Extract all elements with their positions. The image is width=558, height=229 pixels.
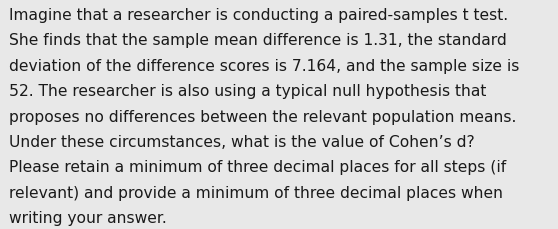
Text: Imagine that a researcher is conducting a paired-samples t test.: Imagine that a researcher is conducting …	[8, 8, 508, 23]
Text: Please retain a minimum of three decimal places for all steps (if: Please retain a minimum of three decimal…	[8, 160, 506, 175]
Text: She finds that the sample mean difference is 1.31, the standard: She finds that the sample mean differenc…	[8, 33, 506, 48]
Text: deviation of the difference scores is 7.164, and the sample size is: deviation of the difference scores is 7.…	[8, 59, 519, 74]
Text: Under these circumstances, what is the value of Cohen’s d?: Under these circumstances, what is the v…	[8, 134, 474, 149]
Text: 52. The researcher is also using a typical null hypothesis that: 52. The researcher is also using a typic…	[8, 84, 486, 99]
Text: relevant) and provide a minimum of three decimal places when: relevant) and provide a minimum of three…	[8, 185, 503, 200]
Text: proposes no differences between the relevant population means.: proposes no differences between the rele…	[8, 109, 516, 124]
Text: writing your answer.: writing your answer.	[8, 210, 166, 225]
